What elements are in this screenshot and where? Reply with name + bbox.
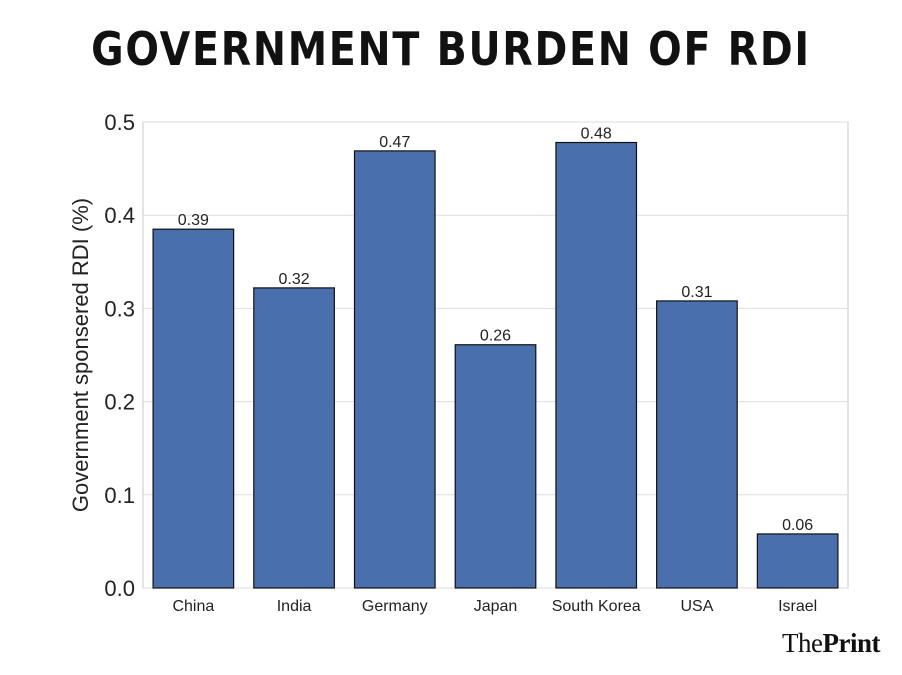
bar-value-label: 0.32 <box>279 271 310 288</box>
bar-value-label: 0.31 <box>681 284 712 301</box>
bar-value-label: 0.26 <box>480 328 511 345</box>
y-tick-label: 0.2 <box>104 390 135 415</box>
bar-value-label: 0.39 <box>178 212 209 229</box>
bar <box>152 228 235 589</box>
y-axis-label: Government sponsered RDI (%) <box>68 198 93 512</box>
bar <box>756 533 839 589</box>
y-tick-label: 0.0 <box>104 576 135 601</box>
chart-title: GOVERNMENT BURDEN OF RDI <box>91 22 811 76</box>
bar-value-label: 0.47 <box>379 134 410 151</box>
bar <box>656 300 738 589</box>
x-tick-label: China <box>172 598 214 615</box>
x-tick-label: USA <box>680 598 713 615</box>
y-tick-label: 0.1 <box>104 483 135 508</box>
y-tick-label: 0.5 <box>104 110 135 135</box>
bar <box>353 150 436 589</box>
bar <box>555 141 638 589</box>
y-tick-label: 0.4 <box>104 203 135 228</box>
x-tick-label: South Korea <box>552 598 641 615</box>
x-tick-label: Israel <box>778 598 817 615</box>
x-tick-label: Germany <box>362 598 428 615</box>
theprint-logo: ThePrint <box>782 628 880 658</box>
y-tick-label: 0.3 <box>104 296 135 321</box>
x-tick-label: Japan <box>474 598 518 615</box>
bar <box>253 287 335 589</box>
x-tick-label: India <box>277 598 312 615</box>
bar-value-label: 0.06 <box>782 517 813 534</box>
bar-value-label: 0.48 <box>581 126 612 143</box>
bar <box>454 344 537 589</box>
